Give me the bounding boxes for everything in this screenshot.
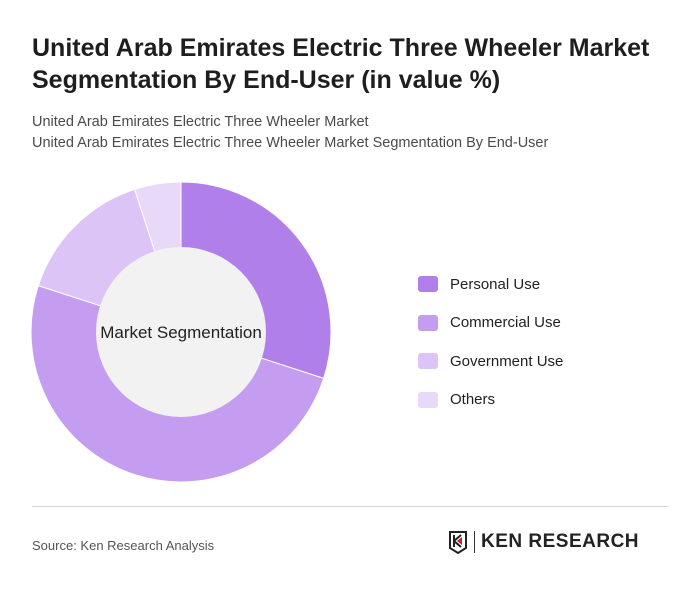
donut-chart: Market Segmentation bbox=[30, 181, 332, 483]
chart-subtitle: United Arab Emirates Electric Three Whee… bbox=[32, 114, 369, 130]
ken-research-logo: KEN RESEARCH bbox=[448, 530, 639, 554]
legend-item: Commercial Use bbox=[418, 304, 563, 343]
ken-logo-icon bbox=[449, 531, 467, 554]
legend: Personal Use Commercial Use Government Use… bbox=[418, 265, 563, 419]
donut-hole bbox=[96, 247, 266, 417]
chart-subtitle-2: United Arab Emirates Electric Three Whee… bbox=[32, 135, 549, 151]
center-label: Market Segmentation bbox=[100, 323, 262, 342]
legend-swatch bbox=[418, 353, 438, 370]
legend-label: Government Use bbox=[450, 352, 564, 370]
legend-item: Government Use bbox=[418, 342, 563, 381]
legend-label: Commercial Use bbox=[450, 314, 561, 332]
legend-label: Personal Use bbox=[450, 275, 541, 293]
divider bbox=[32, 506, 668, 507]
chart-title: United Arab Emirates Electric Three Whee… bbox=[32, 34, 650, 94]
logo-text: KEN RESEARCH bbox=[474, 531, 639, 553]
legend-label: Others bbox=[450, 391, 496, 409]
legend-swatch bbox=[418, 314, 438, 331]
legend-item: Personal Use bbox=[418, 265, 563, 304]
legend-swatch bbox=[418, 276, 438, 293]
source-note: Source: Ken Research Analysis bbox=[32, 538, 215, 553]
legend-item: Others bbox=[418, 381, 563, 420]
legend-swatch bbox=[418, 391, 438, 408]
